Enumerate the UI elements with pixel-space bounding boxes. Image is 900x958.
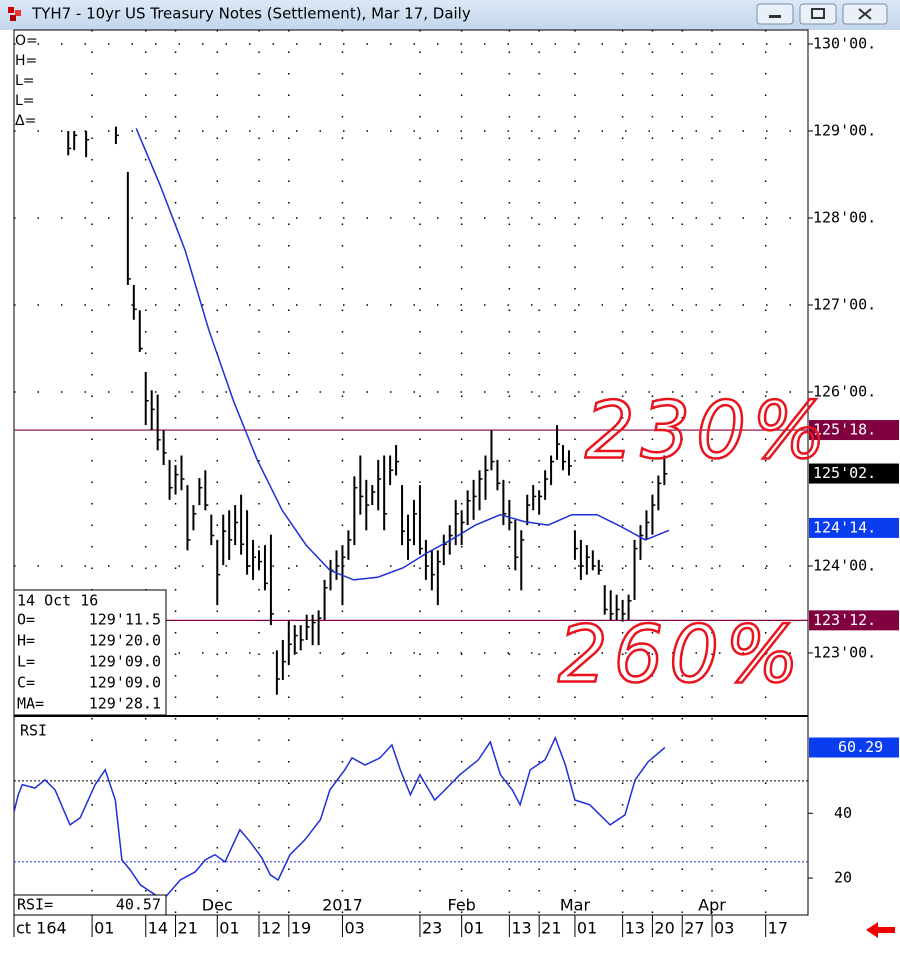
- close-button[interactable]: [842, 3, 888, 25]
- header-label: Δ=: [15, 113, 36, 129]
- month-label: Dec: [202, 896, 233, 915]
- header-label: L=: [15, 93, 35, 109]
- x-tick-label: 21: [541, 919, 561, 938]
- month-label: 2017: [322, 896, 363, 915]
- x-tick-label: 19: [291, 919, 311, 938]
- info-label: O=: [17, 611, 35, 629]
- price-tag: [809, 463, 899, 484]
- info-value: 129'09.0: [89, 674, 161, 692]
- y-tick-label: 40: [834, 804, 852, 822]
- y-tick-label: 126'00.: [813, 382, 876, 400]
- info-box: [13, 589, 167, 716]
- price-tag: [809, 517, 899, 538]
- y-tick-label: 20: [834, 869, 852, 887]
- y-tick-label: 128'00.: [813, 208, 876, 226]
- annotation: 230%: [585, 386, 832, 476]
- panel-label: RSI: [20, 722, 47, 740]
- month-label: Mar: [560, 896, 591, 915]
- annotation: 260%: [558, 610, 805, 700]
- info-value: 129'28.1: [89, 695, 161, 713]
- month-label: Feb: [448, 896, 476, 915]
- info-value: 129'09.0: [89, 653, 161, 671]
- header-label: O=: [15, 33, 38, 49]
- rsi-tag: [809, 737, 899, 758]
- window-title: TYH7 - 10yr US Treasury Notes (Settlemen…: [31, 5, 471, 23]
- x-tick-label: 01: [94, 919, 114, 938]
- rsi-tag-label: 60.29: [838, 738, 883, 756]
- rsi-info-label: RSI=: [17, 896, 53, 914]
- x-tick-label: 13: [625, 919, 645, 938]
- y-tick-label: 127'00.: [813, 295, 876, 313]
- rsi-info-value: 40.57: [116, 896, 161, 914]
- header-label: L=: [15, 73, 35, 89]
- y-tick-label: 129'00.: [813, 122, 876, 140]
- info-value: 129'11.5: [89, 611, 161, 629]
- price-tag-label: 124'14.: [813, 518, 876, 536]
- header-label: H=: [15, 53, 37, 69]
- x-tick-label: 01: [577, 919, 597, 938]
- x-tick-label: 20: [654, 919, 674, 938]
- info-value: 129'20.0: [89, 632, 161, 650]
- x-tick-label: 12: [261, 919, 281, 938]
- price-tag-label: 125'02.: [813, 464, 876, 482]
- x-tick-label: 27: [684, 919, 704, 938]
- app-icon: [8, 7, 21, 21]
- price-tag: [809, 610, 899, 631]
- x-tick-label: 23: [422, 919, 442, 938]
- price-tag-label: 125'18.: [813, 421, 876, 439]
- y-tick-label: 130'00.: [813, 35, 876, 53]
- minimize-button[interactable]: [756, 3, 794, 25]
- info-label: C=: [17, 674, 35, 692]
- info-label: MA=: [17, 695, 44, 713]
- rsi-line: [14, 735, 666, 899]
- y-tick-label: 124'00.: [813, 556, 876, 574]
- price-tag-label: 123'12.: [813, 611, 876, 629]
- info-date: 14 Oct 16: [17, 592, 98, 610]
- x-tick-label: 13: [511, 919, 531, 938]
- month-label: Apr: [698, 896, 726, 915]
- rsi-info-box: [13, 894, 167, 916]
- moving-average: [135, 128, 670, 581]
- x-tick-label: 03: [714, 919, 734, 938]
- info-label: L=: [17, 653, 35, 671]
- x-tick-label: 21: [178, 919, 198, 938]
- y-tick-label: 123'00.: [813, 643, 876, 661]
- x-tick-label: 01: [219, 919, 239, 938]
- price-tag: [809, 420, 899, 441]
- x-tick-label: 03: [344, 919, 364, 938]
- maximize-button[interactable]: [799, 3, 837, 25]
- info-label: H=: [17, 632, 35, 650]
- x-tick-label: 01: [464, 919, 484, 938]
- title-bar: [0, 0, 900, 30]
- scroll-arrow[interactable]: [866, 922, 895, 938]
- x-tick-label: 17: [768, 919, 788, 938]
- plot-frame: [13, 29, 809, 916]
- x-tick-label: 14: [148, 919, 168, 938]
- x-tick-label: ct 164: [16, 919, 67, 938]
